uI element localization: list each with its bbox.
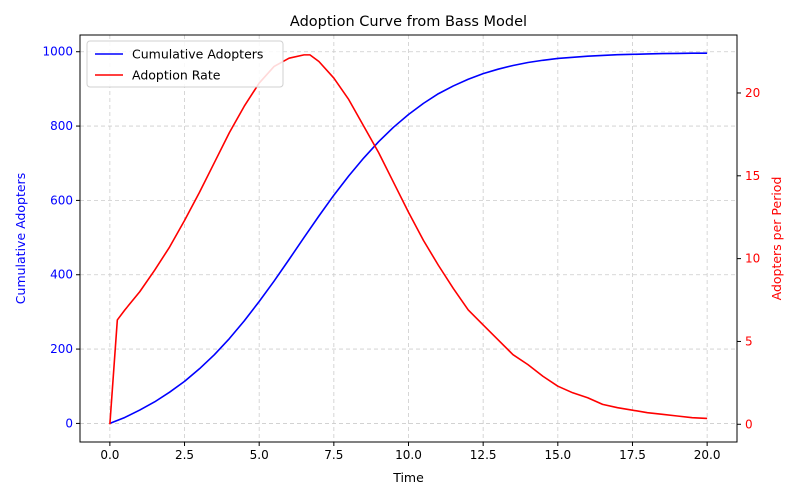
y-left-tick-label: 200 xyxy=(50,342,73,356)
x-tick-label: 12.5 xyxy=(470,448,497,462)
legend-label-rate: Adoption Rate xyxy=(132,68,221,83)
cumulative-adopters-line xyxy=(109,52,708,425)
y-axis-left-title: Cumulative Adopters xyxy=(13,173,28,304)
adoption-rate-line xyxy=(109,54,708,425)
y-axis-right: 0 5 10 15 20 xyxy=(737,86,760,431)
x-tick-label: 7.5 xyxy=(324,448,343,462)
y-right-tick-label: 10 xyxy=(745,252,760,266)
y-axis-left: 0 200 400 600 800 1000 xyxy=(42,45,80,430)
x-tick-label: 10.0 xyxy=(395,448,422,462)
chart-title: Adoption Curve from Bass Model xyxy=(290,14,527,30)
x-axis-title: Time xyxy=(392,470,424,485)
legend-box xyxy=(86,40,284,88)
y-left-tick-label: 800 xyxy=(50,119,73,133)
y-right-tick-label: 5 xyxy=(745,334,753,348)
series-lines xyxy=(109,52,708,425)
y-right-tick-label: 0 xyxy=(745,417,753,431)
x-axis: 0.0 2.5 5.0 7.5 10.0 12.5 15.0 17.5 20.0 xyxy=(100,442,720,462)
y-left-tick-label: 600 xyxy=(50,193,73,207)
x-tick-label: 5.0 xyxy=(250,448,269,462)
x-tick-label: 15.0 xyxy=(544,448,571,462)
legend: Cumulative Adopters Adoption Rate xyxy=(86,40,284,88)
y-left-tick-label: 1000 xyxy=(42,45,73,59)
x-tick-label: 0.0 xyxy=(100,448,119,462)
y-right-tick-label: 15 xyxy=(745,169,760,183)
y-left-tick-label: 400 xyxy=(50,268,73,282)
x-tick-label: 17.5 xyxy=(619,448,646,462)
y-left-tick-label: 0 xyxy=(65,416,73,430)
x-tick-label: 2.5 xyxy=(175,448,194,462)
y-axis-right-title: Adopters per Period xyxy=(769,177,784,301)
x-tick-label: 20.0 xyxy=(694,448,721,462)
grid-lines xyxy=(80,35,737,442)
y-right-tick-label: 20 xyxy=(745,86,760,100)
legend-label-cumulative: Cumulative Adopters xyxy=(132,47,263,62)
